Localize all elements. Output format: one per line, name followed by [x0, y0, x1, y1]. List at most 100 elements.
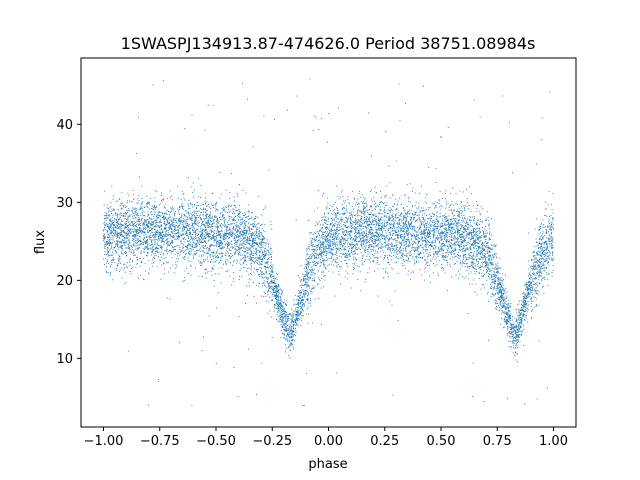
data-point — [181, 233, 183, 235]
data-point — [308, 277, 310, 279]
data-point — [128, 235, 130, 237]
data-point — [350, 249, 353, 251]
data-point — [330, 213, 332, 215]
data-point — [483, 250, 485, 252]
data-point — [370, 234, 372, 236]
data-point — [528, 268, 530, 270]
data-point — [403, 260, 405, 263]
data-point — [262, 236, 264, 238]
data-point — [406, 205, 408, 207]
data-point — [460, 206, 462, 208]
data-point — [342, 254, 344, 256]
data-point — [492, 282, 494, 284]
data-point — [504, 315, 506, 317]
data-point — [241, 222, 244, 224]
data-point — [356, 221, 358, 224]
data-point — [484, 287, 486, 289]
data-point — [432, 256, 434, 258]
data-point — [283, 307, 286, 309]
data-point — [164, 234, 166, 237]
data-point — [260, 224, 262, 226]
data-point — [117, 262, 119, 264]
data-point — [236, 221, 238, 223]
data-point — [318, 297, 320, 300]
data-point — [224, 240, 226, 243]
data-point — [253, 218, 255, 220]
data-point — [300, 324, 302, 326]
data-point — [189, 207, 191, 209]
data-point — [415, 231, 417, 233]
data-point — [449, 263, 451, 266]
data-point — [109, 272, 111, 274]
data-point — [371, 241, 373, 243]
data-point — [221, 256, 223, 258]
data-point — [408, 209, 410, 211]
data-point — [345, 263, 347, 265]
data-point — [392, 218, 394, 220]
data-point — [443, 237, 445, 239]
data-point — [504, 312, 506, 314]
data-point — [183, 276, 185, 278]
data-point — [323, 261, 325, 263]
data-point — [344, 240, 346, 242]
data-point — [465, 233, 467, 235]
data-point — [547, 262, 549, 264]
data-point — [135, 237, 137, 239]
data-point — [192, 225, 194, 227]
data-point — [467, 278, 469, 280]
data-point — [404, 218, 406, 220]
data-point — [261, 285, 263, 287]
data-point — [253, 225, 255, 227]
data-point — [131, 248, 133, 251]
data-point — [115, 243, 117, 245]
data-point — [538, 273, 540, 275]
data-point — [121, 191, 123, 194]
data-point — [131, 224, 133, 226]
data-point — [103, 229, 105, 231]
data-point — [201, 275, 203, 277]
data-point — [422, 222, 424, 224]
data-point — [379, 202, 382, 204]
data-point — [311, 242, 313, 244]
data-point — [446, 229, 448, 231]
data-point — [203, 237, 205, 239]
data-point — [144, 249, 146, 251]
data-point — [308, 264, 310, 266]
data-point — [256, 271, 258, 273]
data-point — [322, 262, 324, 264]
data-point — [435, 225, 437, 227]
data-point — [176, 251, 178, 253]
data-point — [371, 236, 373, 238]
data-point — [249, 228, 251, 230]
data-point — [427, 223, 430, 225]
data-point — [224, 224, 226, 226]
data-point — [510, 303, 512, 305]
data-point — [233, 196, 235, 198]
data-point — [401, 263, 403, 265]
data-point — [349, 219, 351, 221]
data-point — [499, 323, 502, 325]
data-point — [232, 219, 234, 221]
data-point — [385, 270, 387, 272]
data-point — [165, 256, 167, 259]
data-point — [220, 245, 222, 247]
data-point — [386, 234, 388, 236]
data-point — [334, 217, 336, 219]
data-point — [270, 253, 272, 255]
data-point — [220, 230, 222, 232]
data-point — [509, 331, 512, 333]
data-point — [529, 273, 531, 275]
data-point — [331, 260, 333, 262]
data-point — [214, 207, 216, 209]
data-point — [242, 266, 244, 268]
data-point — [317, 224, 319, 226]
data-point — [452, 259, 454, 261]
data-point — [339, 220, 341, 222]
data-point — [398, 250, 400, 253]
data-point — [154, 236, 156, 238]
data-point — [352, 208, 355, 210]
data-point — [188, 242, 190, 244]
data-point — [197, 229, 199, 231]
data-point — [133, 240, 135, 242]
data-point — [120, 227, 122, 230]
